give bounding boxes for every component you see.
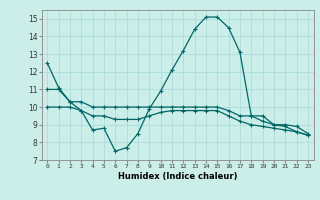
X-axis label: Humidex (Indice chaleur): Humidex (Indice chaleur) [118, 172, 237, 181]
